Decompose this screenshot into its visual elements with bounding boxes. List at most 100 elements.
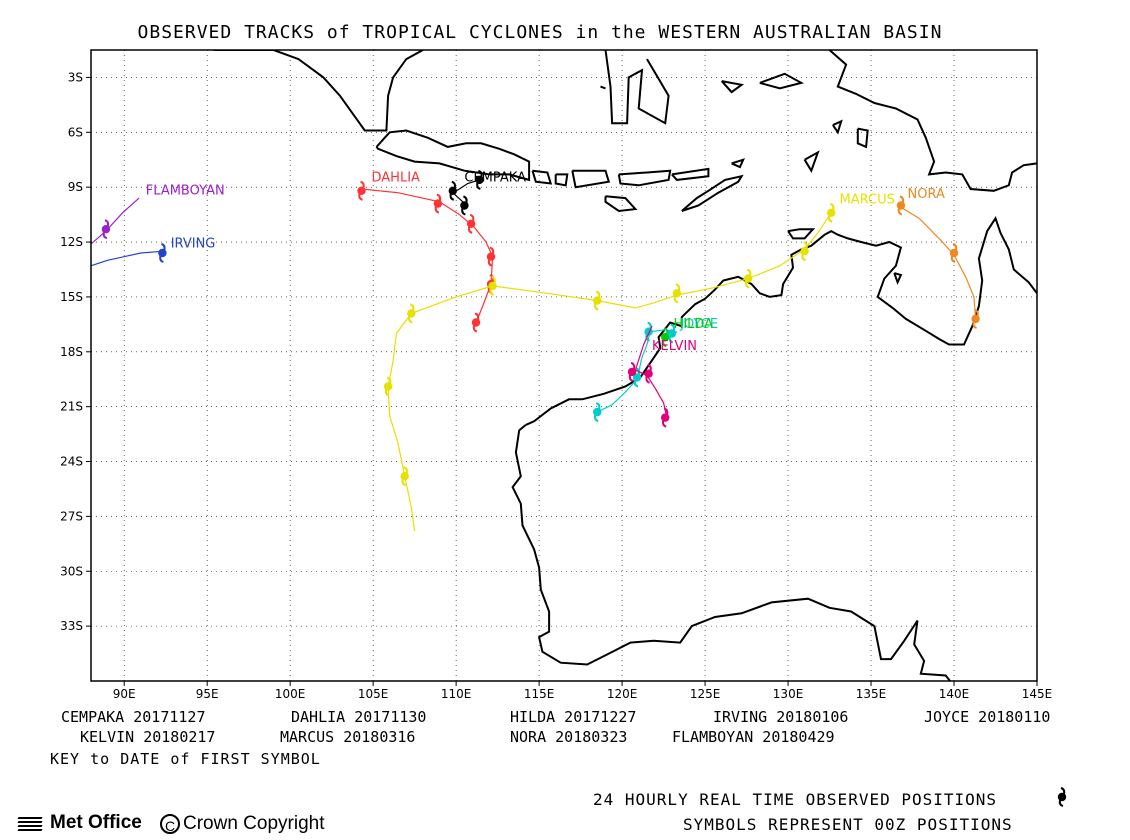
cyclone-position-icon (744, 268, 753, 289)
copyright-icon: C (160, 814, 180, 834)
lon-tick-label: 125E (690, 687, 721, 701)
storm-label-marcus: MARCUS (840, 193, 895, 208)
track-line (900, 206, 977, 319)
storm-track-kelvin (627, 325, 670, 428)
lon-tick-label: 130E (773, 687, 804, 701)
cyclone-position-icon (486, 246, 496, 267)
cyclone-symbol-icon (1057, 787, 1067, 807)
coastline (600, 85, 606, 90)
lon-tick-label: 90E (113, 687, 136, 701)
storm-labels: FLAMBOYAN IRVING DAHLIA CEMPAKA MARCUS NORA JO… (146, 171, 945, 354)
storm-track-cempaka (448, 169, 484, 216)
storm-track-dahlia (357, 180, 496, 333)
lon-tick-label: 100E (275, 687, 306, 701)
cyclone-position-icon (357, 180, 366, 201)
lon-tick-label: 120E (607, 687, 638, 701)
key-item: MARCUS 20180316 (280, 728, 416, 746)
cyclone-position-icon (488, 275, 497, 296)
cyclone-position-icon (448, 180, 457, 201)
coastline (209, 50, 424, 132)
coastline (828, 50, 1037, 192)
cyclone-position-icon (101, 219, 111, 240)
track-line (91, 197, 140, 245)
copyright-text: Crown Copyright (183, 813, 325, 834)
cyclone-position-icon (475, 169, 484, 190)
footer-line-2: SYMBOLS REPRESENT 00Z POSITIONS (683, 815, 1013, 834)
coastline (554, 173, 569, 187)
footer-line-1: 24 HOURLY REAL TIME OBSERVED POSITIONS (593, 790, 998, 809)
cyclone-position-icon (627, 361, 637, 382)
track-line (387, 212, 832, 532)
logo-text: Met Office (50, 812, 142, 833)
cyclone-position-icon (896, 195, 906, 216)
coastline (803, 150, 820, 174)
lat-tick-label: 9S (68, 180, 83, 194)
lat-tick-label: 12S (60, 235, 83, 249)
cyclone-symbol-icon (1057, 787, 1067, 807)
cyclone-position-icon (667, 323, 677, 344)
track-line (596, 329, 676, 413)
cyclone-position-icon (383, 376, 393, 397)
key-item: IRVING 20180106 (713, 708, 849, 726)
lat-tick-label: 15S (60, 290, 83, 304)
cyclone-position-icon (971, 308, 980, 329)
coastlines (209, 50, 1037, 681)
lat-tick-label: 30S (60, 564, 83, 578)
storm-label-hilda: HILDA (674, 317, 714, 332)
key-item: DAHLIA 20171130 (291, 708, 427, 726)
lat-tick-label: 18S (60, 345, 83, 359)
coastline (893, 272, 903, 285)
coastline (787, 228, 816, 240)
key-row-1: CEMPAKA 20171127 DAHLIA 20171130 HILDA 2… (0, 708, 1130, 728)
key-item: KELVIN 20180217 (80, 728, 216, 746)
cyclone-position-icon (800, 241, 809, 262)
cyclone-position-icon (460, 195, 469, 216)
storm-track-marcus (383, 202, 836, 532)
storm-label-dahlia: DAHLIA (372, 171, 421, 186)
grid-lines (91, 50, 1037, 681)
coastline (681, 174, 744, 212)
storm-track-flamboyan (91, 197, 140, 245)
lon-tick-label: 105E (358, 687, 389, 701)
map-frame (90, 49, 1038, 682)
key-item: CEMPAKA 20171127 (61, 708, 206, 726)
cyclone-position-icon (827, 202, 836, 223)
lat-tick-label: 21S (60, 400, 83, 414)
key-item: JOYCE 20180110 (924, 708, 1051, 726)
key-item: NORA 20180323 (510, 728, 628, 746)
axis-ticks: 90E 95E 100E 105E 110E 115E 120E 125E 130E 135E 14… (60, 70, 1052, 701)
coastline (525, 216, 1037, 426)
storm-label-nora: NORA (908, 187, 945, 202)
coastline (731, 158, 746, 169)
copyright: C Crown Copyright (160, 813, 325, 835)
key-item: FLAMBOYAN 20180429 (672, 728, 835, 746)
key-note: KEY to DATE of FIRST SYMBOL (50, 750, 321, 768)
coastline (720, 80, 745, 94)
cyclone-position-icon (400, 466, 409, 487)
storm-label-joyce: JOYCE (679, 317, 718, 332)
cyclone-position-icon (407, 303, 416, 324)
coastline (759, 72, 805, 90)
track-line (361, 188, 494, 323)
storm-track-nora (896, 195, 980, 329)
coastline (832, 119, 843, 135)
lon-tick-label: 135E (856, 687, 887, 701)
cyclone-position-icon (672, 283, 682, 304)
coastline (511, 424, 952, 681)
coastline (671, 167, 710, 181)
met-office-mark-icon (17, 815, 46, 831)
coastline (604, 195, 638, 213)
coastline (375, 129, 531, 182)
storm-label-kelvin: KELVIN (652, 339, 697, 354)
lon-tick-label: 95E (196, 687, 219, 701)
cyclone-position-icon (644, 363, 653, 384)
cyclone-position-icon (593, 290, 602, 311)
lat-tick-label: 6S (68, 125, 83, 139)
coastline (571, 169, 611, 189)
lon-tick-label: 115E (524, 687, 555, 701)
lon-tick-label: 140E (939, 687, 970, 701)
coastline (604, 50, 670, 125)
met-office-logo: Met Office (17, 812, 142, 834)
storm-label-irving: IRVING (171, 237, 216, 252)
